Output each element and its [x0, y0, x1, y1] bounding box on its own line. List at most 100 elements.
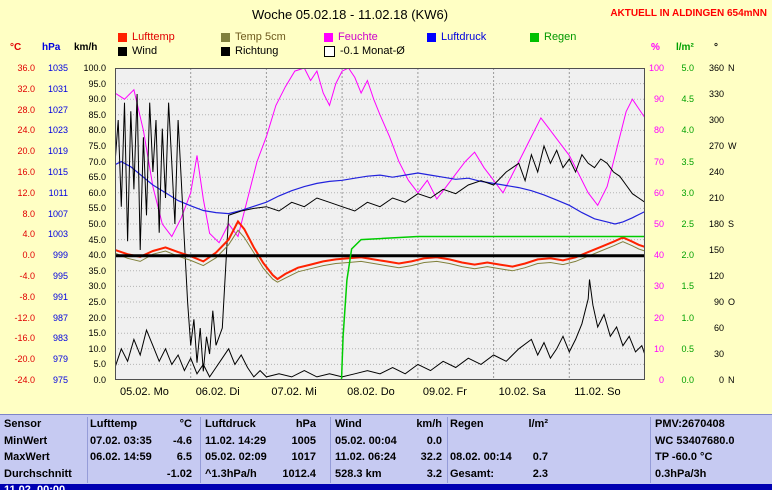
- chart-canvas[interactable]: [114, 67, 646, 381]
- wind-axis-tick: 80.0: [88, 125, 106, 136]
- rain-axis-tick: 1.5: [681, 281, 694, 292]
- wind-axis-tick: 75.0: [88, 141, 106, 151]
- table-cell-maxwert-c3: 05.02. 02:09: [205, 451, 267, 463]
- rain-axis-tick: 5.0: [681, 63, 694, 73]
- table-cell-minwert-label: MinWert: [4, 435, 48, 447]
- wind-axis-tick: 65.0: [88, 172, 106, 183]
- direction-axis-tick: 0: [718, 375, 724, 385]
- temp-axis-unit: °C: [10, 42, 22, 53]
- wind-axis-tick: 45.0: [88, 234, 106, 245]
- table-column-divider: [330, 417, 331, 483]
- legend-label: Lufttemp: [132, 31, 175, 43]
- table-cell-maxwert-c4: 1017: [291, 451, 316, 463]
- table-cell-durchschnitt-label: Durchschnitt: [4, 468, 72, 480]
- direction-axis-tick: 240: [708, 167, 724, 177]
- humidity-axis-tick: 80: [653, 125, 664, 136]
- compass-letter: S: [728, 219, 735, 229]
- table-cell-sensor-c9: PMV:2670408: [655, 418, 725, 430]
- series-richtung: [114, 93, 646, 372]
- humidity-axis-tick: 90: [653, 94, 664, 105]
- direction-axis-tick: 30: [713, 349, 724, 359]
- table-cell-sensor-c4: hPa: [295, 418, 316, 430]
- legend-swatch-feuchte: [324, 33, 333, 42]
- table-cell-sensor-c3: Luftdruck: [205, 418, 256, 430]
- table-cell-maxwert-c5: 11.02. 06:24: [335, 451, 397, 463]
- table-cell-11-02-00-00-label: 11.02. 00:00: [4, 484, 66, 490]
- table-cell-durchschnitt-c9: 0.3hPa/3h: [655, 468, 707, 480]
- direction-axis-tick: 330: [708, 89, 724, 99]
- table-cell-maxwert-c9: TP -60.0 °C: [655, 451, 713, 463]
- pressure-axis-tick: 1015: [47, 167, 68, 177]
- series-wind: [114, 279, 646, 378]
- table-cell-sensor-c1: Lufttemp: [90, 418, 138, 430]
- table-cell-minwert-c6: 0.0: [426, 435, 442, 447]
- direction-axis-unit: °: [714, 42, 718, 53]
- legend-row-2: Wind Richtung -0.1 Monat-Ø: [118, 45, 427, 58]
- wind-axis-tick: 15.0: [88, 328, 106, 339]
- direction-axis-tick: 180: [708, 219, 724, 229]
- table-cell-durchschnitt-c7: Gesamt:: [450, 468, 495, 480]
- humidity-axis-tick: 10: [653, 343, 664, 354]
- legend-label: Regen: [544, 31, 577, 43]
- wind-axis-tick: 60.0: [88, 187, 106, 198]
- table-cell-minwert-c5: 05.02. 00:04: [335, 435, 397, 447]
- table-cell-maxwert-c8: 0.7: [532, 451, 548, 463]
- rain-axis-tick: 4.5: [681, 94, 694, 105]
- temp-axis-tick: -8.0: [19, 291, 35, 302]
- x-axis-day-label: 06.02. Di: [195, 386, 240, 398]
- compass-letter: O: [728, 297, 736, 307]
- table-cell-sensor-c2: °C: [179, 418, 192, 430]
- temp-axis-tick: -16.0: [14, 333, 35, 344]
- table-cell-maxwert-label: MaxWert: [4, 451, 50, 463]
- direction-axis-tick: 270: [708, 141, 724, 151]
- table-cell-maxwert-c6: 32.2: [420, 451, 442, 463]
- pressure-axis-tick: 1007: [47, 208, 68, 219]
- table-cell-durchschnitt-c8: 2.3: [532, 468, 548, 480]
- legend-swatch-wind: [118, 47, 127, 56]
- compass-letter: N: [728, 375, 735, 385]
- direction-axis-tick: 90: [713, 297, 724, 307]
- wind-axis-tick: 100.0: [83, 63, 106, 73]
- temp-axis-tick: 12.0: [17, 187, 35, 198]
- pressure-axis-tick: 975: [52, 375, 68, 385]
- x-axis-day-label: 10.02. Sa: [498, 386, 546, 398]
- chart-plot[interactable]: [114, 67, 646, 381]
- table-cell-durchschnitt-c4: 1012.4: [282, 468, 316, 480]
- table-column-divider: [447, 417, 448, 483]
- table-cell-minwert-c4: 1005: [291, 435, 316, 447]
- pressure-axis-tick: 995: [52, 271, 68, 281]
- legend-item-regen: Regen: [530, 31, 633, 44]
- pressure-axis-tick: 1031: [47, 83, 68, 94]
- table-cell-durchschnitt-c5: 528.3 km: [335, 468, 382, 480]
- legend-label: Wind: [132, 45, 158, 57]
- table-column-divider: [87, 417, 88, 483]
- wind-axis-tick: 85.0: [88, 109, 106, 120]
- direction-axis-tick: 150: [708, 245, 724, 255]
- humidity-axis-tick: 20: [653, 312, 664, 323]
- direction-axis-tick: 60: [713, 323, 724, 333]
- wind-axis-tick: 70.0: [88, 156, 106, 167]
- legend-item-richtung: Richtung: [221, 45, 324, 58]
- temp-axis-tick: 20.0: [17, 146, 35, 157]
- wind-axis-tick: 10.0: [88, 343, 106, 354]
- legend-swatch-luftdruck: [427, 33, 436, 42]
- pressure-axis-tick: 1035: [47, 63, 68, 73]
- legend-swatch-temp-5cm: [221, 33, 230, 42]
- temp-axis-tick: -12.0: [14, 312, 35, 323]
- humidity-axis-unit: %: [651, 42, 660, 53]
- compass-letter: N: [728, 63, 735, 73]
- pressure-axis-tick: 1003: [47, 229, 68, 240]
- table-column-divider: [200, 417, 201, 483]
- direction-axis-tick: 360: [708, 63, 724, 73]
- humidity-axis-tick: 30: [653, 281, 664, 292]
- legend-item-feuchte: Feuchte: [324, 31, 427, 44]
- wind-axis-tick: 40.0: [88, 250, 106, 261]
- x-axis-day-label: 08.02. Do: [347, 386, 395, 398]
- table-cell-sensor-c7: Regen: [450, 418, 484, 430]
- x-axis-day-label: 11.02. So: [574, 386, 621, 398]
- temp-axis-tick: 0.0: [22, 250, 35, 261]
- rain-axis-tick: 0.5: [681, 343, 694, 354]
- wind-axis-tick: 95.0: [88, 78, 106, 89]
- table-cell-minwert-c9: WC 53407680.0: [655, 435, 735, 447]
- pressure-axis-tick: 1019: [47, 146, 68, 157]
